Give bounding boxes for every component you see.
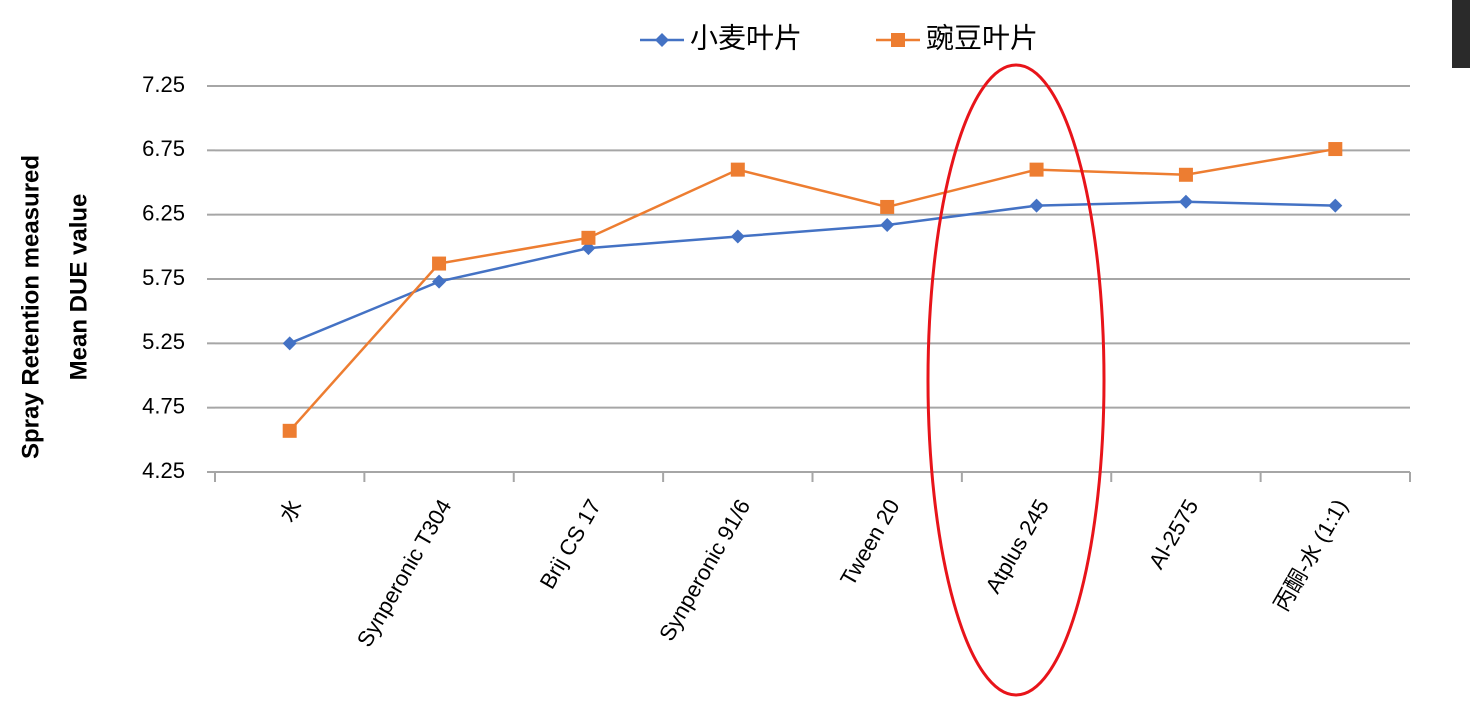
plot-area: 4.25 4.75 5.25 5.75 6.25 6.75 7.25 水 Synperonic …	[142, 22, 1411, 651]
y-tick-label: 5.75	[142, 265, 185, 290]
marker	[1328, 198, 1343, 213]
marker	[1328, 142, 1343, 157]
corner-image	[1452, 0, 1470, 68]
y-tick-label: 4.75	[142, 393, 185, 418]
y-tick-label: 7.25	[142, 72, 185, 97]
y-tick-label: 4.25	[142, 458, 185, 483]
marker	[581, 230, 596, 245]
x-tick-label: Al-2575	[1144, 495, 1204, 573]
series-line	[288, 147, 1336, 432]
y-tick-label: 5.25	[142, 329, 185, 354]
marker	[1029, 198, 1044, 213]
marker	[432, 256, 447, 271]
marker	[1178, 167, 1193, 182]
marker	[730, 162, 745, 177]
y-tick-label: 6.75	[142, 136, 185, 161]
x-tick-label: Tween 20	[835, 495, 904, 590]
series-line	[289, 200, 1336, 345]
x-tick-label: Synperonic 91/6	[654, 495, 755, 645]
marker	[1029, 162, 1044, 177]
marker	[891, 33, 905, 47]
x-tick-label: Atplus 245	[980, 495, 1054, 598]
marker	[282, 423, 297, 438]
marker	[880, 199, 895, 214]
x-tick-label: 丙酮-水 (1:1)	[1269, 495, 1353, 615]
marker	[282, 336, 297, 351]
x-tick-label: Brij CS 17	[535, 495, 606, 593]
y-tick-label: 6.25	[142, 200, 185, 225]
legend-label: 小麦叶片	[690, 22, 802, 53]
marker	[432, 274, 447, 289]
x-tick-label: 水	[274, 495, 307, 527]
y-axis-title: Mean DUE value	[65, 194, 92, 381]
y-axis-title: Spray Retention measured	[17, 155, 44, 459]
legend-label: 豌豆叶片	[926, 22, 1038, 53]
marker	[1178, 194, 1193, 209]
x-tick-label: Synperonic T304	[352, 495, 457, 651]
marker	[730, 229, 745, 244]
highlight-ellipse	[926, 63, 1106, 697]
marker	[880, 217, 895, 232]
marker	[655, 33, 669, 47]
